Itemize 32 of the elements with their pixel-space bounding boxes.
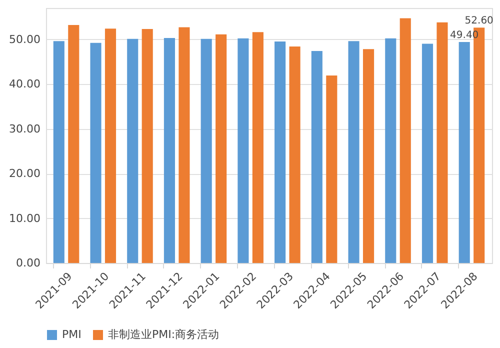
bar: [216, 34, 227, 263]
bar: [385, 38, 396, 263]
bar: [400, 18, 411, 263]
legend-label: PMI: [62, 328, 82, 341]
bar: [422, 44, 434, 263]
bar: [178, 27, 190, 263]
y-tick-label: 20.00: [9, 167, 40, 180]
bar: [458, 42, 470, 263]
legend-label: 非制造业PMI:商务活动: [108, 328, 220, 341]
y-tick-label: 0.00: [16, 256, 40, 270]
y-tick-label: 30.00: [9, 122, 40, 136]
y-tick-label: 40.00: [9, 78, 40, 91]
bar: [200, 38, 212, 263]
bar: [104, 28, 116, 263]
bar: [311, 50, 322, 263]
bar: [252, 32, 264, 263]
bar: [348, 41, 360, 263]
bar: [53, 41, 64, 263]
bar: [289, 46, 300, 263]
bar: [68, 25, 80, 263]
bar: [436, 22, 448, 263]
bar: [127, 38, 138, 263]
bar: [274, 42, 286, 263]
bar: [362, 49, 374, 263]
bar: [142, 29, 153, 263]
bar: [90, 42, 102, 263]
bar: [238, 38, 249, 263]
data-label: 52.60: [464, 16, 494, 27]
y-tick-label: 50.00: [9, 32, 40, 46]
y-tick-label: 10.00: [9, 212, 40, 225]
bar: [164, 38, 176, 263]
bar: [326, 76, 338, 263]
